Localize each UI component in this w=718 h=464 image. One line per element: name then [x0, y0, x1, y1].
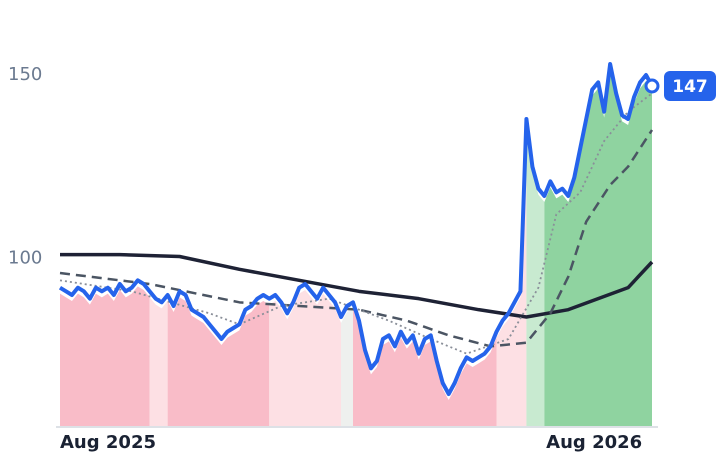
region: [341, 308, 354, 427]
region: [269, 290, 342, 427]
region: [167, 297, 270, 427]
moving-average-line: [60, 252, 654, 319]
last-point: [644, 78, 660, 94]
price-line: [58, 62, 654, 396]
y-tick-label: 100: [8, 247, 42, 268]
region: [496, 125, 527, 427]
region: [526, 125, 545, 427]
region: [544, 70, 652, 427]
region: [353, 308, 497, 427]
region: [60, 286, 150, 427]
y-tick-label: 150: [8, 64, 42, 85]
x-tick-label: Aug 2026: [546, 432, 642, 453]
last-value-label: 147: [672, 77, 708, 97]
region: [149, 297, 168, 427]
x-tick-label: Aug 2025: [60, 432, 156, 453]
last-value-badge: [664, 71, 716, 101]
